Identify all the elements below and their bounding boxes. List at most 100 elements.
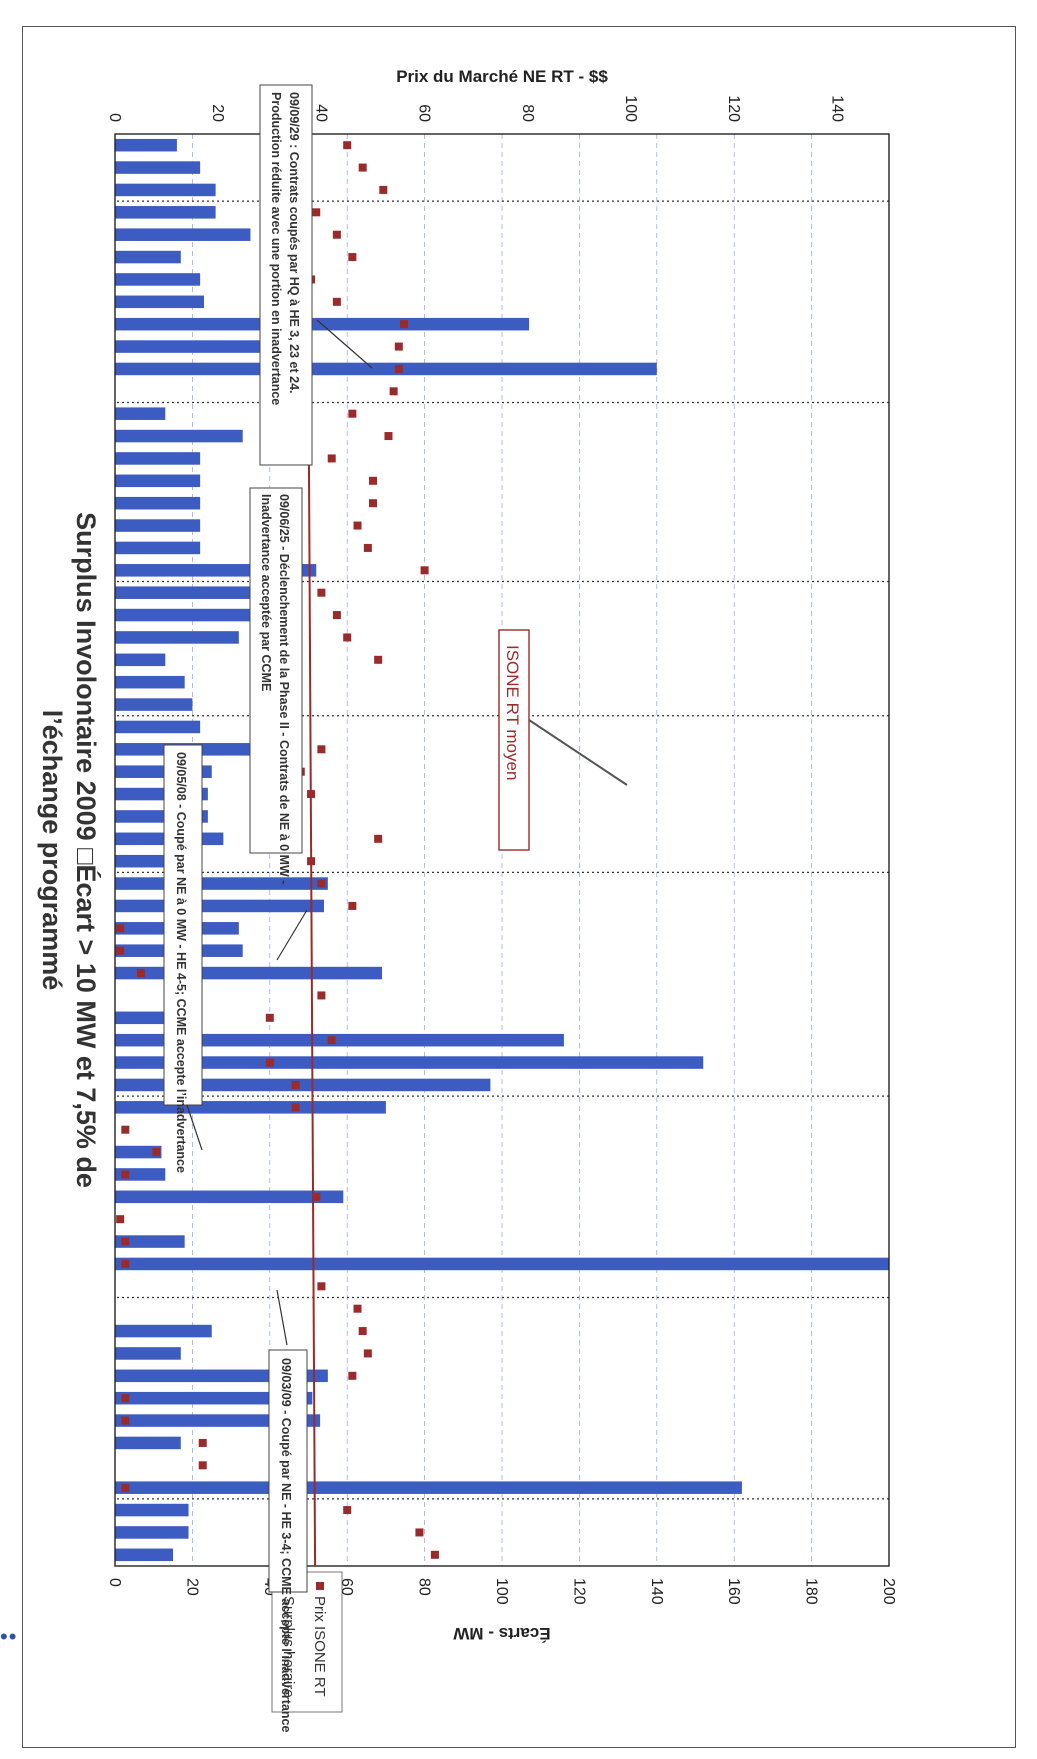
price-point <box>265 1013 274 1022</box>
price-point <box>198 1438 207 1447</box>
price-point <box>121 1125 130 1134</box>
y-left-tick-label: 20 <box>209 104 226 122</box>
price-point <box>121 1237 130 1246</box>
svg-text:09/03/09 - Coupé par NE - HE 3: 09/03/09 - Coupé par NE - HE 3-4; CCME a… <box>279 1358 293 1732</box>
price-point <box>136 969 145 978</box>
point-series-price <box>116 141 439 1559</box>
bar <box>115 340 294 353</box>
bar <box>115 541 201 555</box>
bar <box>114 250 181 264</box>
bar <box>115 429 243 443</box>
price-point <box>121 1170 130 1179</box>
bar <box>115 519 201 532</box>
bar <box>115 1391 313 1405</box>
bar <box>114 1235 185 1248</box>
svg-text:Production réduite avec une po: Production réduite avec une portion en i… <box>269 92 283 405</box>
chart-title-line2: l’échange programmé <box>37 710 67 991</box>
axis-ticks: 0204060801001201400204060801001201401601… <box>106 95 897 1605</box>
price-point <box>317 588 326 597</box>
price-point <box>317 991 326 1000</box>
y-axis-right-label: Écarts - MW <box>452 1624 550 1643</box>
price-point <box>152 1148 161 1157</box>
bar <box>115 295 205 309</box>
bar <box>115 586 263 599</box>
price-point <box>363 1349 372 1358</box>
y-right-tick-label: 160 <box>725 1578 742 1605</box>
svg-text:09/06/25 - Déclenchement de la: 09/06/25 - Déclenchement de la Phase II … <box>277 494 291 884</box>
svg-text:09/09/29 : Contrats coupés par: 09/09/29 : Contrats coupés par HQ à HE 3… <box>287 92 301 394</box>
price-point <box>332 297 341 306</box>
bar <box>115 1481 742 1494</box>
bar <box>114 1347 181 1360</box>
price-point <box>343 1506 352 1515</box>
price-point <box>327 454 336 463</box>
y-right-tick-label: 80 <box>416 1578 433 1596</box>
price-point <box>121 1259 130 1268</box>
y-axis-left-label: Prix du Marché NE RT - $$ <box>396 67 608 86</box>
price-point <box>348 901 357 910</box>
price-point <box>317 879 326 888</box>
bar <box>115 966 383 980</box>
price-point <box>430 1550 439 1559</box>
bar <box>115 474 201 488</box>
bar <box>115 1078 491 1092</box>
price-point <box>394 364 403 373</box>
edge-dots: •• <box>0 1624 18 1649</box>
price-point <box>374 834 383 843</box>
price-point <box>332 230 341 239</box>
bar <box>114 206 216 219</box>
price-point <box>332 611 341 620</box>
price-point <box>317 745 326 754</box>
y-right-tick-label: 200 <box>880 1578 897 1605</box>
legend-label-price: Prix ISONE RT <box>311 1596 328 1697</box>
bar <box>115 1324 212 1338</box>
price-point <box>327 1036 336 1045</box>
price-point <box>343 633 352 642</box>
bar <box>115 1101 386 1114</box>
svg-text:Inadvertance acceptée par CCME: Inadvertance acceptée par CCME <box>259 494 273 691</box>
price-point <box>358 1327 367 1336</box>
bar <box>115 608 255 622</box>
bar <box>114 1436 181 1450</box>
bar <box>115 161 201 174</box>
y-right-tick-label: 20 <box>183 1578 200 1596</box>
bar <box>115 1056 704 1069</box>
svg-text:09/05/08 - Coupé par NE à 0 MW: 09/05/08 - Coupé par NE à 0 MW - HE 4-5;… <box>174 752 188 1173</box>
price-point <box>348 409 357 418</box>
price-point <box>389 387 398 396</box>
price-point <box>369 476 377 485</box>
y-left-tick-label: 60 <box>416 104 433 122</box>
price-point <box>312 208 321 217</box>
y-right-tick-label: 100 <box>493 1578 510 1605</box>
bar <box>115 362 657 376</box>
bar <box>115 452 201 465</box>
y-right-tick-label: 180 <box>803 1578 820 1605</box>
price-point <box>399 320 408 329</box>
price-point <box>420 566 429 575</box>
annotation-1: 09/05/08 - Coupé par NE à 0 MW - HE 4-5;… <box>163 744 203 1173</box>
bar <box>115 698 193 711</box>
price-point <box>384 432 393 441</box>
price-point <box>394 342 403 351</box>
y-right-tick-label: 120 <box>570 1578 587 1605</box>
bar <box>114 1548 174 1562</box>
price-point <box>348 253 357 262</box>
bar <box>115 1145 162 1159</box>
bar <box>114 138 177 152</box>
price-point <box>374 655 383 664</box>
price-point <box>116 946 125 955</box>
bar <box>114 407 166 420</box>
bar <box>115 496 201 510</box>
bar <box>115 631 239 644</box>
y-right-tick-label: 140 <box>648 1578 665 1605</box>
legend-label-surplus: Surplus horaire <box>280 1596 297 1698</box>
y-right-tick-label: 60 <box>338 1578 355 1596</box>
price-point <box>116 1215 125 1224</box>
reference-line-label: ISONE RT moyen <box>498 629 628 851</box>
chart-title: Surplus Involontaire 2009 □Écart > 10 MW… <box>71 512 102 1188</box>
bar <box>115 1257 889 1271</box>
price-point <box>415 1528 424 1537</box>
price-point <box>312 1192 321 1201</box>
bar <box>115 1190 344 1204</box>
